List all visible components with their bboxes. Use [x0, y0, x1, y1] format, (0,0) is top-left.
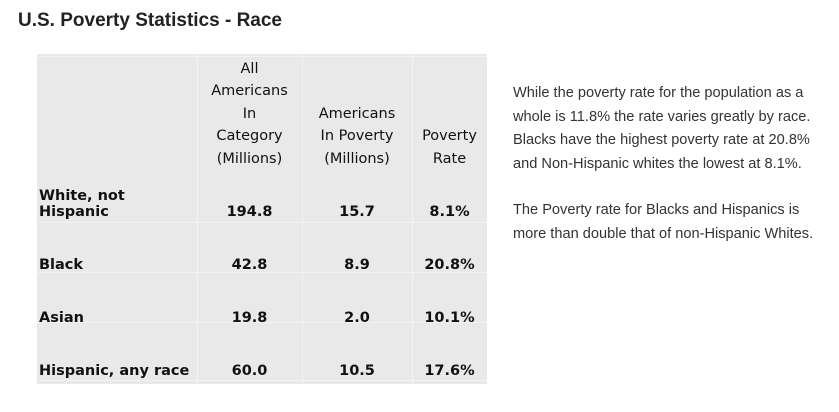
header-line: Poverty [422, 128, 477, 144]
column-divider [197, 54, 198, 384]
page-title: U.S. Poverty Statistics - Race [18, 10, 282, 31]
poverty-rate-value: 20.8% [424, 257, 475, 273]
in-poverty-value: 10.5 [339, 363, 375, 379]
race-label: Hispanic, any race [39, 363, 190, 379]
header-line: (Millions) [324, 150, 390, 167]
header-all-americans: All Americans In Category (Millions) [197, 54, 302, 170]
table-row: Hispanic, any race 60.0 10.5 17.6% [37, 329, 487, 382]
table-row: Asian 19.8 2.0 10.1% [37, 276, 487, 329]
race-label: White, not Hispanic [39, 188, 125, 220]
header-poverty-rate: Poverty Rate [412, 54, 487, 170]
row-divider [37, 380, 487, 381]
race-label: Asian [39, 310, 84, 326]
description-text: While the poverty rate for the populatio… [513, 82, 833, 269]
header-line: Rate [432, 150, 467, 167]
race-label: Black [39, 257, 84, 273]
table-row: White, not Hispanic 194.8 15.7 8.1% [37, 170, 487, 223]
all-americans-value: 194.8 [226, 204, 273, 220]
statistics-table-image: All Americans In Category (Millions) Ame… [37, 54, 487, 384]
table-row: Black 42.8 8.9 20.8% [37, 223, 487, 276]
header-line: In [242, 105, 257, 122]
in-poverty-value: 2.0 [344, 310, 370, 326]
all-americans-value: 19.8 [231, 310, 268, 326]
header-race [37, 54, 197, 170]
in-poverty-value: 8.9 [344, 257, 370, 273]
header-line: In Poverty [320, 128, 394, 144]
poverty-rate-value: 17.6% [424, 363, 475, 379]
column-divider [302, 54, 303, 384]
table-header-row: All Americans In Category (Millions) Ame… [37, 54, 487, 170]
all-americans-value: 42.8 [231, 257, 268, 273]
header-line: All [240, 60, 259, 77]
header-line: (Millions) [216, 150, 283, 167]
column-divider [412, 54, 413, 384]
description-paragraph: The Poverty rate for Blacks and Hispanic… [513, 202, 814, 242]
row-divider [37, 272, 487, 273]
poverty-table: All Americans In Category (Millions) Ame… [37, 54, 487, 382]
row-divider [37, 322, 487, 323]
row-divider [37, 56, 487, 57]
header-line: Category [216, 128, 283, 144]
header-line: Americans [211, 83, 288, 99]
in-poverty-value: 15.7 [339, 204, 375, 220]
poverty-rate-value: 8.1% [429, 204, 470, 220]
poverty-rate-value: 10.1% [424, 310, 475, 326]
row-divider [37, 222, 487, 223]
all-americans-value: 60.0 [231, 363, 268, 379]
header-in-poverty: Americans In Poverty (Millions) [302, 54, 412, 170]
header-line: Americans [318, 105, 396, 122]
description-paragraph: While the poverty rate for the populatio… [513, 85, 811, 172]
